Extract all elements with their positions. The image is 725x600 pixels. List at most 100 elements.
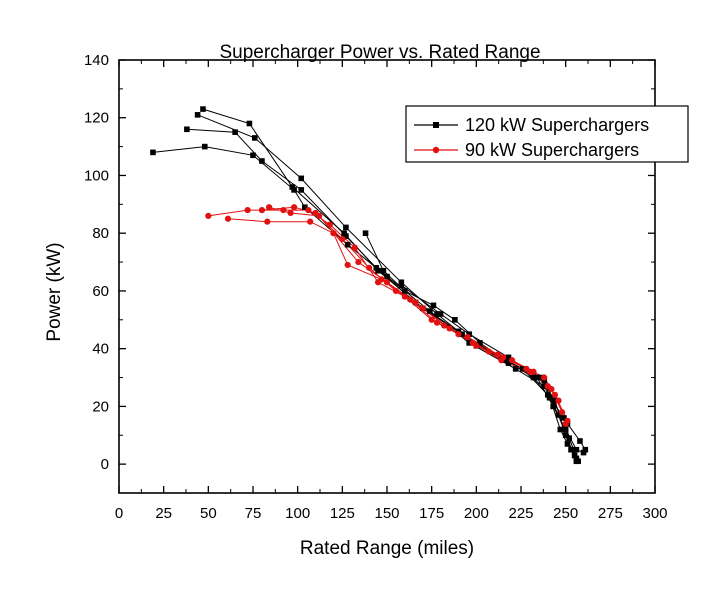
data-point-120kw [343,224,349,231]
x-tick-label: 100 [285,505,310,522]
data-point-120kw [398,279,405,286]
data-point-120kw [530,374,537,381]
data-point-90kw [498,357,505,364]
x-tick-label: 200 [464,505,489,522]
data-point-120kw [580,449,587,456]
data-point-90kw [446,325,453,332]
data-point-120kw [545,392,551,398]
data-point-90kw [464,334,471,341]
series-line-120kw [186,128,577,459]
x-tick-label: 250 [553,505,578,522]
data-point-120kw [537,374,544,381]
series-line-90kw [227,218,563,413]
data-point-120kw [573,455,580,462]
data-point-120kw [398,282,405,288]
data-point-120kw [298,187,305,193]
y-tick-label: 100 [84,167,109,184]
series-line-90kw [208,209,567,424]
y-tick-label: 120 [84,110,109,127]
data-point-90kw [280,207,287,214]
data-point-120kw [552,397,558,404]
data-point-120kw [502,357,508,364]
data-point-120kw [555,412,562,418]
x-tick-label: 0 [115,505,123,522]
data-point-120kw [344,241,351,248]
data-point-120kw [232,129,238,135]
data-point-120kw [466,331,472,338]
y-axis-label: Power (kW) [44,242,65,341]
data-point-120kw [259,158,265,164]
data-point-120kw [564,441,571,447]
data-point-120kw [541,383,548,389]
legend-box [405,105,689,163]
data-point-90kw [469,339,476,346]
data-point-90kw [307,218,314,225]
data-point-90kw [383,279,391,286]
x-tick-label: 225 [508,505,533,522]
x-tick-label: 50 [200,505,217,522]
y-tick-label: 140 [84,52,109,69]
legend-marker-90kw [432,146,440,154]
data-point-120kw [373,265,380,271]
data-point-120kw [575,458,581,465]
data-point-90kw [558,409,566,416]
legend: 120 kW Superchargers 90 kW Superchargers [405,105,689,163]
data-point-90kw [392,287,400,295]
data-point-120kw [384,273,390,280]
data-point-90kw [378,276,385,283]
data-point-120kw [437,311,444,317]
x-tick-label: 75 [245,505,262,522]
data-point-90kw [366,264,373,271]
data-point-90kw [555,397,562,404]
data-point-90kw [407,296,414,303]
data-point-120kw [184,126,190,133]
x-tick-label: 125 [330,505,355,522]
y-axis-ticks: 0 20 40 60 80 100 120 140 [84,52,655,494]
data-point-120kw [343,233,349,239]
y-tick-label: 0 [101,456,109,473]
y-tick-label: 20 [92,398,109,415]
data-point-120kw [150,149,156,156]
data-point-120kw [375,267,381,274]
data-point-120kw [291,187,297,193]
data-point-120kw [561,415,567,421]
data-point-90kw [526,368,534,375]
data-point-120kw [562,426,569,433]
data-point-90kw [428,316,435,323]
data-point-90kw [544,383,551,390]
data-point-120kw [459,331,465,338]
data-point-90kw [541,374,548,381]
data-point-120kw [302,204,308,211]
data-point-120kw [550,403,556,410]
x-tick-label: 300 [642,505,667,522]
data-point-120kw [298,175,305,182]
data-point-120kw [402,288,408,294]
data-point-90kw [305,207,312,214]
data-point-90kw [287,209,294,217]
legend-marker-120kw [433,122,439,128]
data-point-90kw [205,212,212,219]
data-point-120kw [251,135,258,141]
legend-label-120kw: 120 kW Superchargers [465,115,649,135]
data-point-90kw [401,293,408,300]
data-point-90kw [508,357,516,364]
data-point-120kw [573,446,580,453]
data-point-120kw [466,340,472,346]
data-point-90kw [564,417,571,424]
data-point-120kw [562,432,569,439]
data-point-90kw [326,221,333,228]
series-line-120kw [152,146,577,462]
data-point-90kw [264,218,271,225]
data-point-90kw [433,319,441,326]
data-point-120kw [362,230,369,236]
data-point-90kw [244,207,251,214]
data-point-120kw [557,426,564,433]
data-point-120kw [566,435,573,441]
data-point-120kw [434,311,440,317]
data-point-90kw [412,299,419,306]
x-tick-label: 25 [155,505,172,522]
data-point-90kw [551,391,559,398]
data-point-120kw [246,120,253,127]
data-point-120kw [512,366,519,372]
